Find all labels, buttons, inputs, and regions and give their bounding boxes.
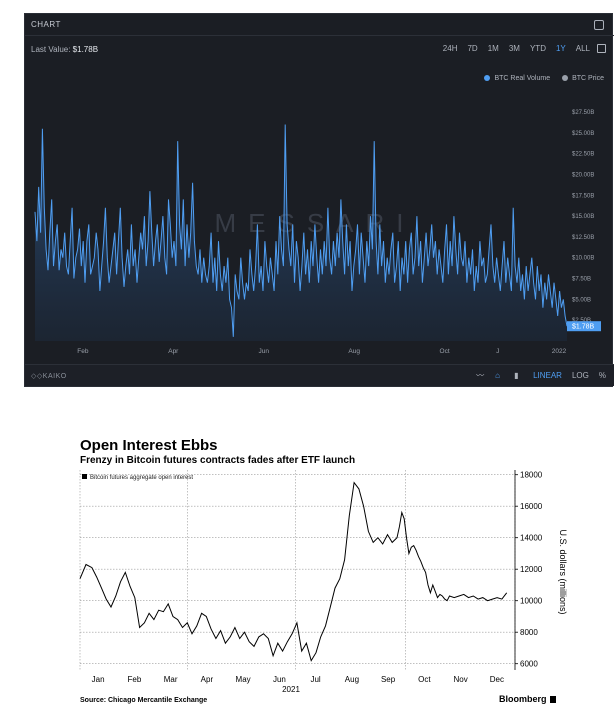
open-interest-line [79,481,508,662]
x-tick-label: Apr [201,675,214,684]
line-chart-icon[interactable]: 〰 [476,370,485,380]
range-button-all[interactable]: ALL [575,44,590,53]
data-source: Source: Chicago Mercantile Exchange [80,697,208,704]
x-tick-label: Oct [418,675,431,684]
legend-item-volume[interactable]: BTC Real Volume [484,75,550,82]
x-tick-label: Jan [92,675,105,684]
area-chart-icon[interactable]: ⌂ [495,370,500,380]
volume-area [35,124,567,341]
y-tick-label: $25.00B [572,131,594,137]
range-button-ytd[interactable]: YTD [529,44,546,53]
legend-dot-icon [484,75,491,81]
y-tick-label: $27.50B [572,110,594,116]
chart-title: Open Interest Ebbs [80,437,218,454]
x-tick-label: Aug [345,675,359,684]
chart-subtitle: Frenzy in Bitcoin futures contracts fade… [80,455,356,466]
x-tick-label: 2022 [552,348,567,355]
chart-legend: BTC Real Volume BTC Price [484,75,604,82]
x-tick-label: Feb [77,348,89,355]
y-tick-label: 12000 [520,565,543,574]
y-tick-label: $5.00B [572,297,591,303]
y-tick-label: $15.00B [572,214,594,220]
legend-label: Bitcoin futures aggregate open interest [90,475,193,481]
panel-title: CHART [31,20,61,29]
y-axis-label: U.S. dollars (millions) [558,529,568,614]
chart-tools: 〰 ⌂ ▮ LINEAR LOG % [476,371,606,380]
y-tick-label: $12.50B [572,235,594,241]
x-tick-label: J [496,348,499,355]
messari-chart-panel: CHART Last Value: $1.78B 24H 7D 1M 3M YTD 1Y A… [24,13,614,387]
x-tick-label: May [236,675,251,684]
watermark: MESSARI [214,208,415,238]
y-tick-label: 18000 [520,471,543,480]
chart-legend: Bitcoin futures aggregate open interest [82,474,193,481]
y-tick-label: 8000 [520,628,538,637]
range-button-7d[interactable]: 7D [467,44,478,53]
range-button-3m[interactable]: 3M [508,44,520,53]
calendar-icon[interactable] [597,44,606,53]
scale-percent-button[interactable]: % [598,371,606,380]
legend-swatch [82,474,87,479]
y-tick-label: 6000 [520,660,538,669]
y-tick-label: 10000 [520,597,543,606]
legend-label: BTC Price [572,75,604,82]
panel-header: CHART [25,14,614,36]
y-tick-label: 16000 [520,502,543,511]
last-value: Last Value: $1.78B [31,45,98,54]
y-tick-label: $20.00B [572,173,594,179]
volume-chart: MESSARI $27.50B $25.00B $22.50B $20.00B $17.… [34,110,601,355]
legend-label: BTC Real Volume [494,75,551,82]
last-value-tag: $1.78B [567,321,601,332]
x-tick-label: Aug [348,348,360,355]
x-tick-label: Mar [164,675,178,684]
last-value-label: Last Value: [31,45,71,54]
volume-line [34,124,568,337]
last-value-number: $1.78B [72,45,99,54]
x-axis-year: 2021 [282,685,300,694]
scale-linear-button[interactable]: LINEAR [533,371,562,380]
y-tick-label: $10.00B [572,256,594,262]
x-tick-label: Dec [490,675,504,684]
x-tick-label: Sep [381,675,396,684]
panel-footer: ◇◇KAIKO 〰 ⌂ ▮ LINEAR LOG % [25,364,614,386]
x-tick-label: Oct [440,348,450,355]
scale-log-button[interactable]: LOG [571,371,589,380]
svg-text:$1.78B: $1.78B [572,324,595,331]
legend-item-price[interactable]: BTC Price [562,75,604,82]
y-tick-label: 14000 [520,534,543,543]
brand-logo: Bloomberg [499,694,556,704]
x-tick-label: Jun [259,348,270,355]
range-button-24h[interactable]: 24H [442,44,458,53]
range-button-1y[interactable]: 1Y [555,44,566,53]
bar-chart-icon[interactable]: ▮ [514,370,519,380]
x-tick-label: Apr [168,348,179,355]
x-tick-label: Jul [310,675,320,684]
bloomberg-mark-icon [549,696,556,703]
data-source: ◇◇KAIKO [31,373,67,380]
y-tick-label: $22.50B [572,152,594,158]
y-tick-label: $17.50B [572,193,594,199]
range-button-1m[interactable]: 1M [487,44,499,53]
x-tick-label: Jun [273,675,286,684]
x-tick-label: Nov [453,675,467,684]
x-tick-label: Feb [128,675,142,684]
legend-dot-icon [562,75,569,81]
export-icon[interactable] [594,20,604,30]
y-tick-label: $7.50B [572,277,591,283]
range-selector: 24H 7D 1M 3M YTD 1Y ALL [443,44,590,53]
